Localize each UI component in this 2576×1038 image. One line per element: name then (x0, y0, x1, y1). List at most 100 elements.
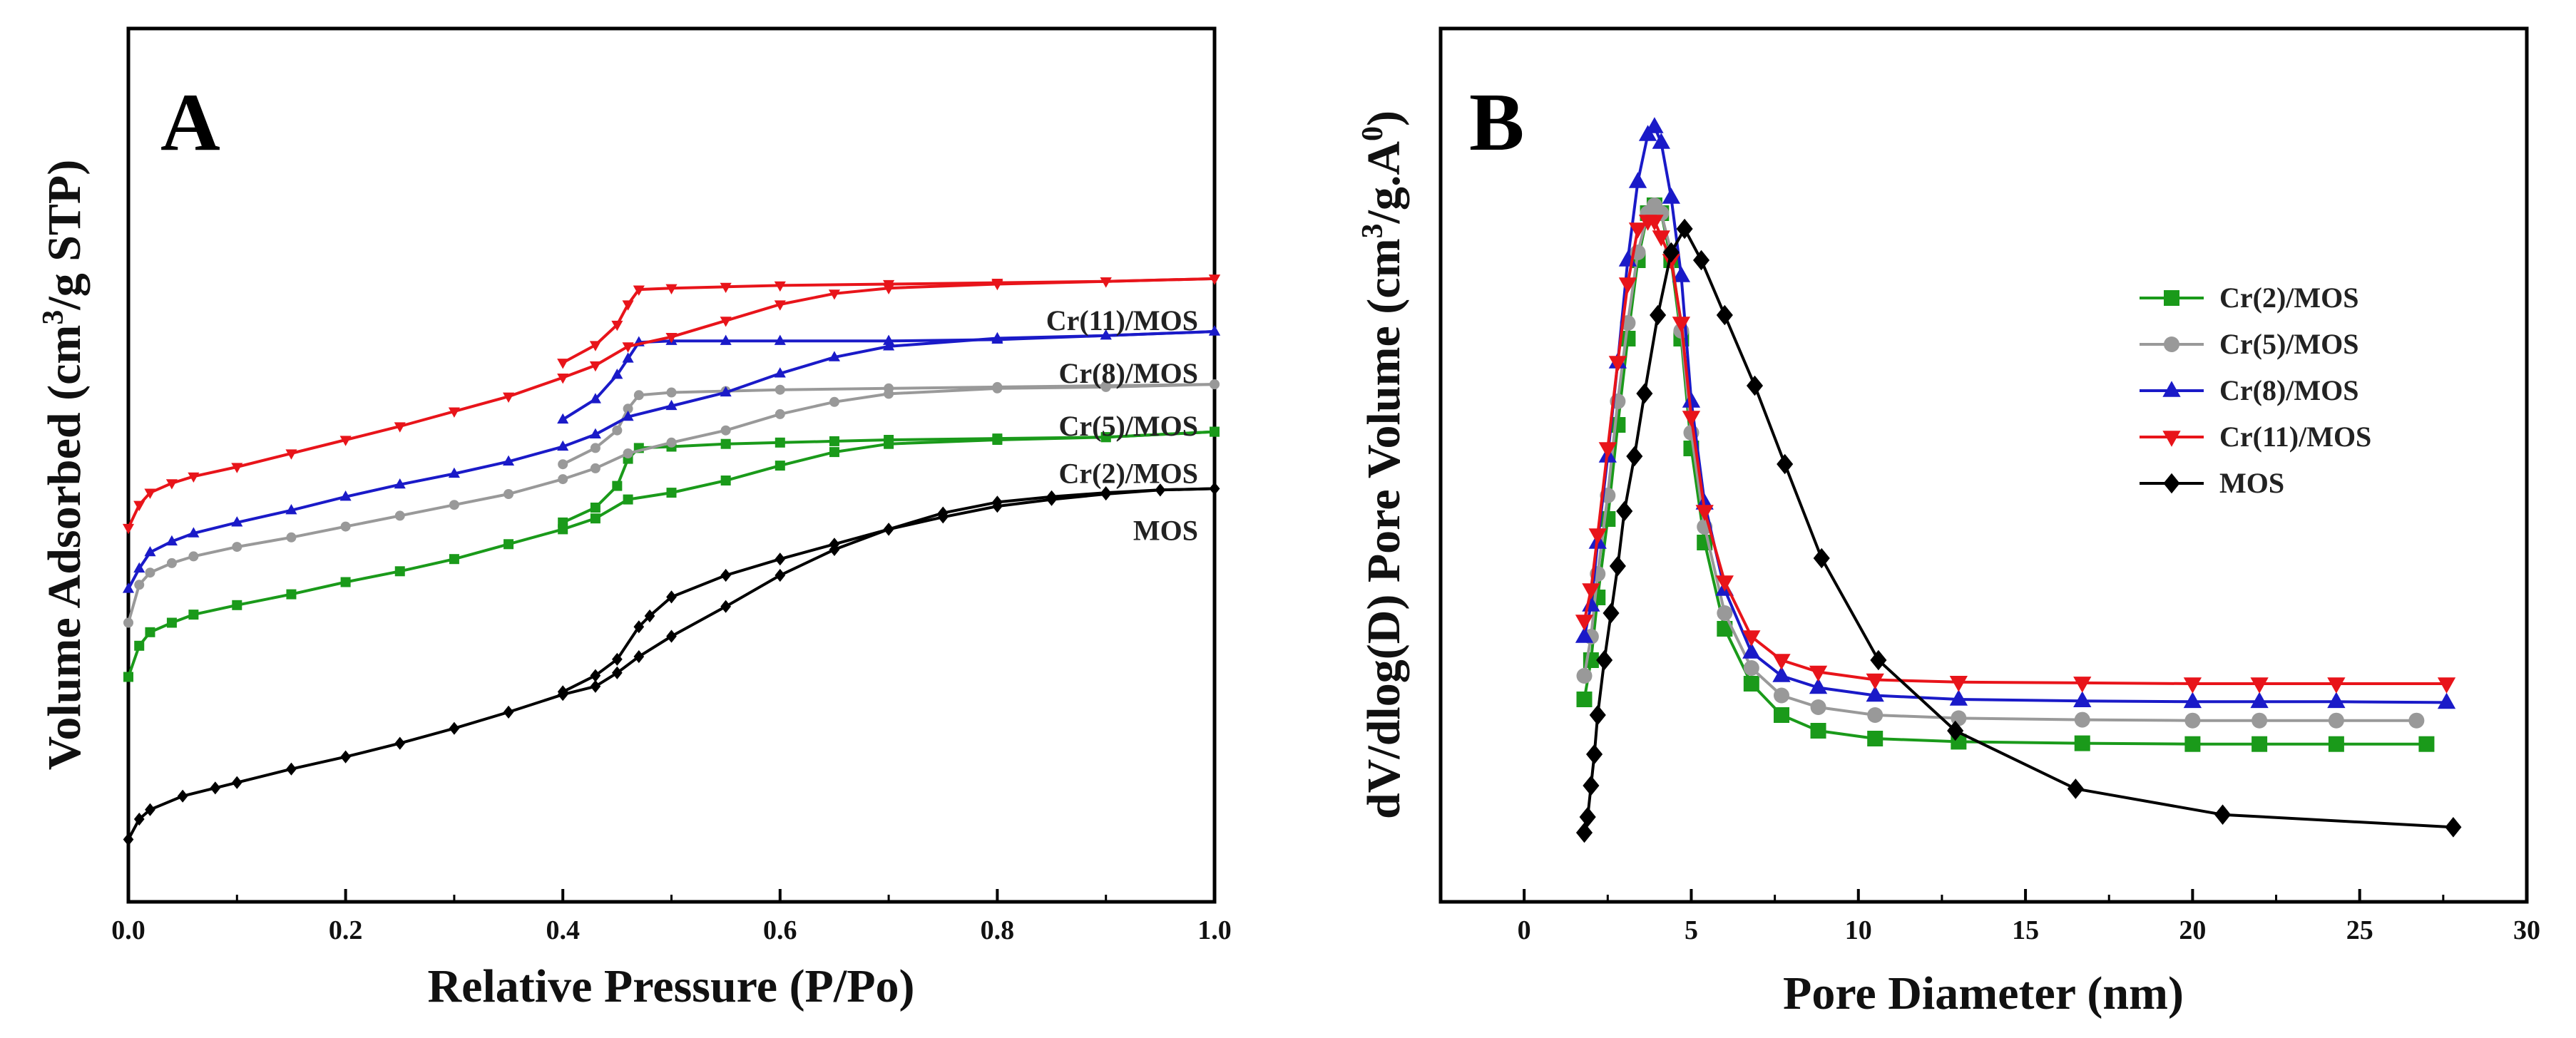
adsorption-point (394, 566, 405, 577)
adsorption-point (286, 762, 297, 776)
desorption-point (612, 481, 623, 491)
data-point (1866, 673, 1884, 690)
adsorption-point (774, 300, 786, 311)
x-tick-label: 15 (2012, 915, 2039, 945)
adsorption-point (1100, 329, 1112, 340)
data-point (1777, 453, 1794, 475)
adsorption-point (123, 617, 133, 628)
data-point (1742, 642, 1761, 659)
data-point (2184, 736, 2201, 752)
adsorption-point (232, 600, 242, 610)
adsorption-point (449, 554, 459, 565)
series-cr-2-mos (123, 426, 1220, 682)
data-point (1867, 707, 1884, 723)
legend-item-cr-5-mos: Cr(5)/MOS (2140, 328, 2359, 360)
data-point (1866, 685, 1884, 702)
data-point (1695, 505, 1714, 521)
adsorption-point (166, 557, 177, 568)
adsorption-point (285, 504, 297, 515)
data-point (1626, 446, 1643, 467)
data-point (1949, 689, 1968, 706)
adsorption-point (665, 333, 678, 344)
data-point (1608, 356, 1627, 372)
desorption-point (775, 553, 786, 566)
desorption-point (612, 425, 623, 436)
data-point (2418, 736, 2435, 752)
panel-a-series-labels: MOS Cr(2)/MOS Cr(5)/MOS Cr(8)/MOS Cr(11)/MOS (1046, 304, 1198, 547)
x-tick-label: 30 (2513, 915, 2540, 945)
adsorption-point (448, 467, 460, 478)
data-point (2214, 804, 2232, 825)
data-point (1650, 304, 1667, 326)
series-line (1583, 124, 2447, 704)
panel-a: A 0.0 0.2 0.4 0.6 0.8 1.0 MOS Cr(2)/MOS Cr(5)/M… (37, 26, 1232, 1012)
adsorption-point (666, 630, 677, 643)
data-point (1810, 699, 1826, 715)
data-point (1652, 230, 1670, 247)
data-point (2252, 736, 2268, 752)
series-label-cr-11-mos: Cr(11)/MOS (1046, 304, 1198, 336)
x-tick-label: 0 (1518, 915, 1531, 945)
data-point (2073, 677, 2092, 693)
adsorption-point (285, 449, 297, 460)
data-point (1682, 411, 1701, 427)
adsorption-point (144, 488, 156, 499)
adsorption-point (937, 506, 949, 520)
adsorption-point (828, 351, 840, 361)
data-point (1809, 677, 1828, 694)
adsorption-point (623, 448, 633, 458)
desorption-point (557, 359, 569, 369)
adsorption-point (1208, 325, 1221, 336)
adsorption-point (558, 524, 568, 535)
data-point (1716, 304, 1733, 326)
data-point (2074, 735, 2090, 751)
adsorption-point (503, 455, 515, 466)
data-point (1583, 775, 1600, 796)
adsorption-point (134, 580, 145, 590)
adsorption-point (589, 428, 601, 438)
adsorption-point (134, 640, 145, 651)
adsorption-line (127, 330, 1215, 590)
adsorption-point (829, 543, 840, 556)
adsorption-point (622, 410, 634, 421)
panel-b-y-axis-label: dV/dlog(D) Pore Volume (cm3/g.A0) (1356, 111, 1410, 819)
data-point (2183, 692, 2202, 709)
series-cr-5-mos (1576, 197, 2425, 729)
adsorption-point (340, 750, 351, 764)
adsorption-point (339, 490, 352, 501)
panel-a-x-axis-label: Relative Pressure (P/Po) (427, 960, 914, 1012)
data-point (2408, 712, 2425, 729)
panel-b-letter: B (1469, 77, 1524, 168)
legend-item-mos: MOS (2140, 467, 2284, 499)
x-tick-label: 10 (1845, 915, 1872, 945)
adsorption-point (633, 649, 645, 664)
data-point (1575, 615, 1594, 631)
data-point (1772, 666, 1791, 682)
adsorption-point (504, 489, 514, 499)
adsorption-point (144, 545, 156, 557)
data-point (2252, 712, 2268, 729)
data-point (2328, 712, 2344, 729)
adsorption-point (504, 539, 514, 550)
desorption-point (611, 320, 623, 332)
desorption-point (622, 352, 634, 363)
adsorption-point (123, 672, 133, 682)
series-mos (123, 482, 1220, 846)
data-point (1576, 668, 1593, 684)
data-point (1773, 707, 1789, 723)
data-point (1743, 676, 1759, 692)
adsorption-point (231, 463, 243, 473)
data-point (1717, 621, 1733, 637)
data-point (1628, 172, 1647, 188)
adsorption-point (883, 340, 895, 351)
adsorption-point (1208, 274, 1221, 285)
desorption-point (558, 459, 568, 470)
adsorption-point (829, 447, 839, 458)
adsorption-point (720, 476, 731, 485)
series-cr-11-mos (122, 274, 1221, 535)
desorption-point (644, 609, 655, 623)
adsorption-point (1155, 483, 1166, 497)
data-point (1576, 692, 1593, 707)
data-point (1645, 215, 1664, 231)
legend-item-cr-11-mos: Cr(11)/MOS (2140, 421, 2371, 453)
